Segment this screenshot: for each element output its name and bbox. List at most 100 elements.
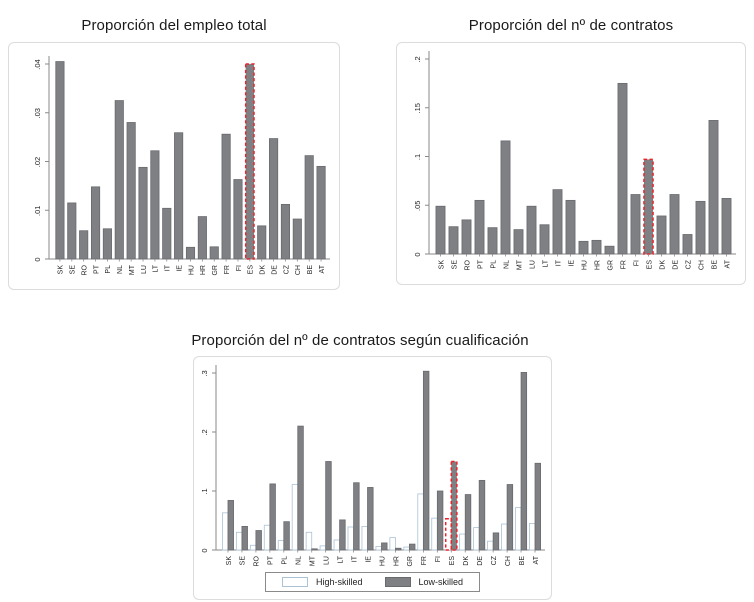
x-tick-label-AT: AT [319, 264, 326, 273]
bar-HU [578, 240, 589, 255]
bar-DE-low-skilled [478, 479, 486, 551]
bar-RO [461, 219, 472, 255]
bar-ES [244, 63, 255, 260]
bar-DE [669, 194, 680, 255]
x-tick-label-IE: IE [568, 260, 575, 267]
bar-LU-high-skilled [319, 545, 327, 551]
x-tick-label-PL: PL [490, 260, 497, 269]
bar-LU-low-skilled [325, 461, 332, 551]
chart-frame-cualificacion: 0 .1 .2 .3 SK SE RO PT PL NL MT LU LT IT IE HU HR GR FR FI E… [193, 356, 552, 600]
bar-PT-high-skilled [263, 524, 271, 551]
bar-MT [513, 229, 524, 255]
x-tick-label-BE: BE [519, 556, 526, 566]
bar-HR-low-skilled [395, 547, 402, 551]
bar-HR [197, 216, 207, 260]
bar-HU-high-skilled [375, 546, 382, 551]
x-tick-label-SE: SE [240, 556, 247, 566]
bar-AT [721, 198, 732, 255]
x-tick-label-CH: CH [505, 556, 512, 566]
bar-IT-high-skilled [347, 526, 354, 551]
x-tick-label-LT: LT [542, 259, 549, 267]
empleo-total-bar-chart: 0 .01 .02 .03 .04 SK SE RO PT PL NL MT LU LT IT IE HU HR G… [33, 56, 330, 276]
y-tick-label: .04 [33, 59, 42, 69]
x-tick-label-RO: RO [81, 264, 88, 275]
bar-CH-high-skilled [501, 523, 508, 551]
bar-CZ-high-skilled [487, 540, 494, 551]
x-tick-label-FR: FR [421, 556, 428, 565]
x-tick-label-DE: DE [271, 265, 278, 275]
bar-NL [114, 100, 124, 260]
y-tick-label: .1 [413, 154, 422, 160]
bar-FR-low-skilled [422, 370, 430, 551]
x-tick-label-HU: HU [379, 556, 386, 566]
y-tick-label: .03 [33, 108, 42, 118]
x-tick-label-FR: FR [224, 265, 231, 274]
bar-PL [487, 227, 498, 255]
legend-label-low-skilled: Low-skilled [418, 577, 464, 587]
x-tick-label-ES: ES [248, 265, 255, 275]
x-tick-label-HU: HU [581, 260, 588, 270]
x-tick-label-NL: NL [296, 556, 303, 565]
bar-DE [269, 138, 279, 260]
bar-CH [695, 200, 706, 255]
x-tick-label-DK: DK [659, 260, 666, 270]
bar-GR-low-skilled [409, 543, 416, 551]
bar-IE [565, 199, 576, 255]
bar-ES [643, 158, 654, 255]
y-tick-label: .15 [413, 103, 422, 113]
bar-FI-high-skilled [431, 517, 438, 551]
bar-IT [552, 189, 563, 255]
bar-HR-high-skilled [389, 537, 396, 551]
x-tick-label-PL: PL [282, 556, 289, 565]
x-tick-label-ES: ES [646, 260, 653, 270]
y-tick-label: .3 [200, 370, 209, 376]
bar-GR [209, 246, 219, 260]
y-tick-label: .01 [33, 206, 42, 216]
chart-frame-contratos: 0 .05 .1 .15 .2 SK SE RO PT PL NL MT LU LT IT IE HU HR GR F… [396, 42, 746, 285]
x-tick-label-AT: AT [533, 555, 540, 564]
x-tick-label-FI: FI [236, 265, 243, 271]
x-tick-label-IT: IT [165, 264, 172, 271]
contratos-bar-chart: 0 .05 .1 .15 .2 SK SE RO PT PL NL MT LU LT IT IE HU HR GR F… [413, 51, 736, 271]
bar-FI [233, 179, 243, 260]
bar-BE [304, 155, 314, 260]
x-tick-label-GR: GR [212, 265, 219, 276]
bar-PT [474, 199, 485, 255]
bar-MT [126, 122, 136, 260]
bar-LU [526, 205, 537, 255]
x-tick-label-HR: HR [393, 556, 400, 566]
bar-BE-low-skilled [520, 372, 528, 551]
bar-RO-low-skilled [255, 530, 262, 551]
x-tick-label-BE: BE [711, 260, 718, 270]
x-tick-label-SK: SK [438, 260, 445, 270]
x-tick-label-PT: PT [268, 555, 275, 565]
bar-FI-low-skilled [436, 490, 444, 551]
x-tick-label-SE: SE [451, 260, 458, 270]
bar-DK [656, 215, 667, 255]
x-tick-label-SK: SK [58, 265, 65, 275]
bar-CZ [682, 234, 693, 255]
legend: High-skilled Low-skilled [194, 572, 551, 592]
bar-DK [257, 225, 267, 260]
x-tick-label-PT: PT [477, 259, 484, 269]
bar-SK [435, 205, 446, 255]
bar-LT-high-skilled [333, 539, 341, 551]
bar-NL-low-skilled [297, 425, 304, 551]
y-tick-label: 0 [413, 252, 422, 256]
x-tick-label-MT: MT [310, 555, 317, 566]
y-tick-label: .2 [200, 429, 209, 435]
bar-LT [539, 224, 550, 255]
x-tick-label-SE: SE [70, 265, 77, 275]
bar-GR [604, 245, 615, 255]
x-tick-label-RO: RO [254, 555, 261, 566]
y-tick-label: 0 [33, 257, 42, 261]
bar-RO-high-skilled [249, 544, 257, 551]
x-tick-label-DE: DE [477, 556, 484, 566]
bar-SE [448, 226, 459, 255]
bar-CZ-low-skilled [492, 532, 500, 551]
bar-SE [67, 202, 77, 260]
x-tick-label-BE: BE [307, 265, 314, 275]
bar-MT-low-skilled [311, 548, 318, 551]
x-tick-label-GR: GR [407, 556, 414, 567]
